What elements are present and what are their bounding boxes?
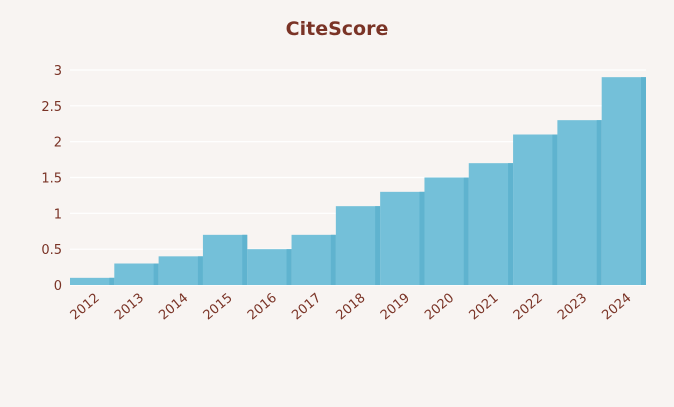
x-tick-label: 2021: [467, 291, 502, 324]
bar-2015[interactable]: [202, 234, 248, 285]
x-tick-label: 2024: [599, 291, 634, 324]
y-tick-label: 2.5: [41, 100, 62, 115]
x-tick-label: 2019: [378, 291, 413, 324]
y-tick-label: 0.5: [41, 243, 62, 258]
bar-edge-2022: [552, 134, 558, 285]
y-tick-label: 1.5: [41, 172, 62, 187]
y-tick-label: 3: [54, 64, 62, 79]
bar-2012[interactable]: [70, 277, 115, 285]
x-tick-label: 2014: [156, 291, 191, 324]
bar-layer: [70, 77, 646, 286]
bar-edge-2019: [419, 191, 425, 285]
bar-2023[interactable]: [557, 120, 602, 286]
x-tick-label: 2022: [511, 291, 546, 324]
bar-edge-2021: [508, 163, 514, 285]
bar-edge-2015: [242, 234, 248, 285]
bar-edge-2012: [109, 277, 115, 285]
bar-edge-2024: [641, 77, 646, 286]
bar-2014[interactable]: [158, 256, 203, 285]
bar-edge-2023: [596, 120, 602, 286]
bar-edge-2018: [375, 206, 381, 285]
bar-2020[interactable]: [424, 177, 469, 286]
x-tick-label: 2016: [245, 291, 280, 324]
x-tick-label: 2023: [555, 291, 590, 324]
x-tick-label: 2012: [68, 291, 103, 324]
bar-edge-2013: [153, 263, 159, 285]
bar-edge-2017: [330, 234, 336, 285]
bar-2017[interactable]: [291, 234, 336, 285]
x-tick-label: 2015: [201, 291, 236, 324]
x-tick-label: 2017: [289, 291, 324, 324]
bar-2016[interactable]: [247, 249, 292, 285]
bar-edge-2016: [286, 249, 292, 285]
x-tick-label: 2018: [334, 291, 369, 324]
bar-edge-2020: [463, 177, 469, 285]
x-axis-ticks: 2012 2013 2014 2015 2016 2017 2018 2019 2020 2021…: [68, 291, 635, 324]
bar-2018[interactable]: [335, 206, 381, 285]
y-tick-label: 1: [54, 207, 62, 222]
x-tick-label: 2013: [112, 291, 147, 324]
bar-2019[interactable]: [380, 191, 425, 285]
y-tick-label: 2: [54, 136, 62, 151]
bar-edge-2014: [197, 256, 203, 285]
bar-2013[interactable]: [114, 263, 159, 286]
y-tick-label: 0: [54, 279, 62, 294]
bar-2024[interactable]: [601, 77, 646, 286]
bar-2022[interactable]: [513, 134, 558, 286]
x-tick-label: 2020: [422, 291, 457, 324]
bar-2021[interactable]: [468, 163, 514, 285]
chart-title: CiteScore: [285, 18, 389, 40]
y-axis-ticks: 0 0.5 1 1.5 2 2.5 3: [41, 64, 62, 294]
